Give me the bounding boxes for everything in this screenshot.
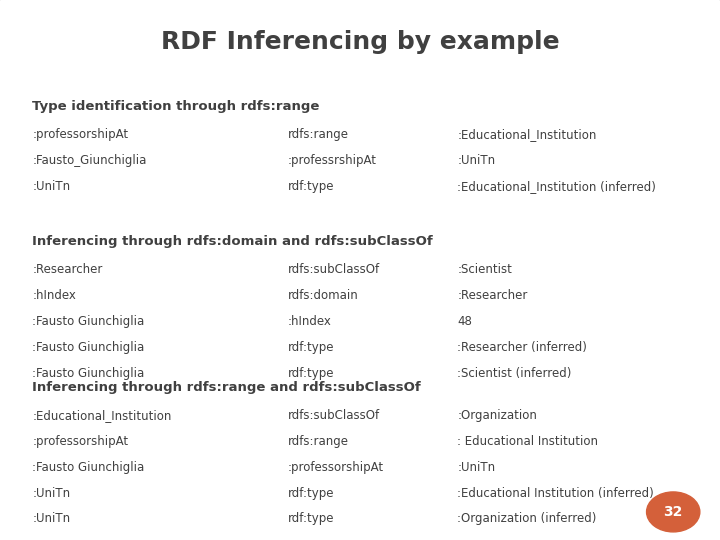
Text: :professorshipAt: :professorshipAt [32,128,129,141]
Text: :Researcher: :Researcher [457,289,528,302]
Text: :Fausto_Giunchiglia: :Fausto_Giunchiglia [32,154,147,167]
Text: :UniTn: :UniTn [32,180,71,193]
Text: 48: 48 [457,315,472,328]
Text: :UniTn: :UniTn [32,487,71,500]
Text: rdf:type: rdf:type [288,180,335,193]
Text: rdfs:range: rdfs:range [288,128,349,141]
Text: :UniTn: :UniTn [32,512,71,525]
Text: :professorshipAt: :professorshipAt [32,435,129,448]
Text: rdfs:subClassOf: rdfs:subClassOf [288,263,380,276]
Text: :Researcher (inferred): :Researcher (inferred) [457,341,587,354]
Text: rdf:type: rdf:type [288,487,335,500]
Text: :hIndex: :hIndex [32,289,76,302]
Text: rdfs:domain: rdfs:domain [288,289,359,302]
Text: :Educational_Institution: :Educational_Institution [457,128,597,141]
Text: :Researcher: :Researcher [32,263,103,276]
Text: :Fausto Giunchiglia: :Fausto Giunchiglia [32,315,145,328]
Text: rdfs:subClassOf: rdfs:subClassOf [288,409,380,422]
Text: :Scientist (inferred): :Scientist (inferred) [457,367,572,380]
Text: :Educational_Institution (inferred): :Educational_Institution (inferred) [457,180,656,193]
Text: :Educational_Institution: :Educational_Institution [32,409,172,422]
Text: Type identification through rdfs:range: Type identification through rdfs:range [32,100,320,113]
Text: rdf:type: rdf:type [288,512,335,525]
Text: :professrshipAt: :professrshipAt [288,154,377,167]
Text: :Scientist: :Scientist [457,263,512,276]
Text: :Organization (inferred): :Organization (inferred) [457,512,597,525]
Text: :Fausto Giunchiglia: :Fausto Giunchiglia [32,341,145,354]
Text: rdf:type: rdf:type [288,367,335,380]
Text: :Educational Institution (inferred): :Educational Institution (inferred) [457,487,654,500]
Text: Inferencing through rdfs:domain and rdfs:subClassOf: Inferencing through rdfs:domain and rdfs… [32,235,433,248]
Text: :UniTn: :UniTn [457,461,495,474]
Text: rdfs:range: rdfs:range [288,435,349,448]
Text: :Fausto Giunchiglia: :Fausto Giunchiglia [32,367,145,380]
Text: :UniTn: :UniTn [457,154,495,167]
Text: RDF Inferencing by example: RDF Inferencing by example [161,30,559,53]
Circle shape [647,492,700,532]
Text: :Fausto Giunchiglia: :Fausto Giunchiglia [32,461,145,474]
Text: : Educational Institution: : Educational Institution [457,435,598,448]
Text: Inferencing through rdfs:range and rdfs:subClassOf: Inferencing through rdfs:range and rdfs:… [32,381,421,394]
Text: 32: 32 [664,505,683,519]
Text: :hIndex: :hIndex [288,315,332,328]
Text: :professorshipAt: :professorshipAt [288,461,384,474]
Text: rdf:type: rdf:type [288,341,335,354]
Text: :Organization: :Organization [457,409,537,422]
